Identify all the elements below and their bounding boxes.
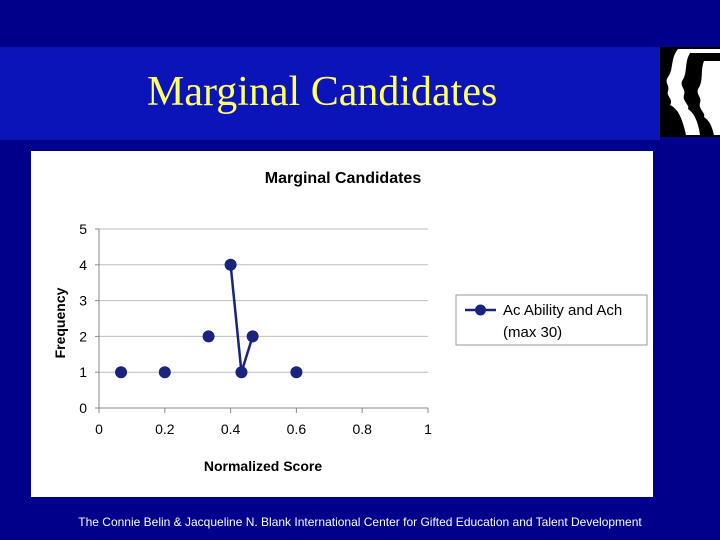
legend-label-line-2: (max 30) bbox=[503, 324, 562, 341]
gridlines bbox=[99, 228, 428, 373]
data-point bbox=[158, 366, 171, 379]
data-point bbox=[115, 366, 128, 379]
y-tick-label: 2 bbox=[79, 328, 87, 344]
legend: Ac Ability and Ach (max 30) bbox=[455, 294, 648, 346]
y-tick-label: 1 bbox=[79, 364, 87, 380]
line-chart: Marginal Candidates Frequency Normalized… bbox=[52, 170, 648, 474]
y-tick-label: 4 bbox=[79, 257, 87, 273]
title-band bbox=[0, 47, 660, 140]
y-axis-label: Frequency bbox=[52, 287, 68, 358]
data-point bbox=[235, 366, 248, 379]
legend-marker bbox=[475, 304, 486, 316]
x-tick-label: 0.6 bbox=[287, 421, 307, 437]
legend-label-line-1: Ac Ability and Ach bbox=[503, 302, 622, 319]
y-tick-label: 3 bbox=[79, 293, 87, 309]
x-tick-label: 0 bbox=[95, 421, 103, 437]
data-point bbox=[224, 258, 237, 271]
series bbox=[115, 258, 303, 379]
footer: The Connie Belin & Jacqueline N. Blank I… bbox=[0, 515, 720, 529]
chart-panel: Marginal Candidates Frequency Normalized… bbox=[31, 151, 653, 497]
y-tick-label: 5 bbox=[79, 221, 87, 237]
data-point bbox=[290, 366, 303, 379]
data-point bbox=[202, 330, 215, 343]
y-tick-label: 0 bbox=[79, 400, 87, 416]
x-tick-label: 0.2 bbox=[155, 421, 175, 437]
slide-title: Marginal Candidates bbox=[147, 69, 498, 115]
series-line-segment bbox=[240, 336, 254, 373]
series-line-segment bbox=[229, 264, 243, 373]
legend-box bbox=[455, 294, 648, 346]
x-axis-label: Normalized Score bbox=[204, 458, 322, 474]
x-tick-label: 0.8 bbox=[352, 421, 372, 437]
x-tick-label: 0.4 bbox=[221, 421, 241, 437]
axes: 0 1 2 3 4 5 0 0.2 0.4 0.6 0.8 1 bbox=[79, 221, 432, 437]
footer-text: The Connie Belin & Jacqueline N. Blank I… bbox=[78, 515, 642, 529]
x-tick-label: 1 bbox=[424, 421, 432, 437]
data-point bbox=[246, 330, 259, 343]
chart-title: Marginal Candidates bbox=[265, 170, 422, 187]
logo bbox=[660, 47, 720, 137]
profile-logo-icon bbox=[666, 49, 720, 135]
